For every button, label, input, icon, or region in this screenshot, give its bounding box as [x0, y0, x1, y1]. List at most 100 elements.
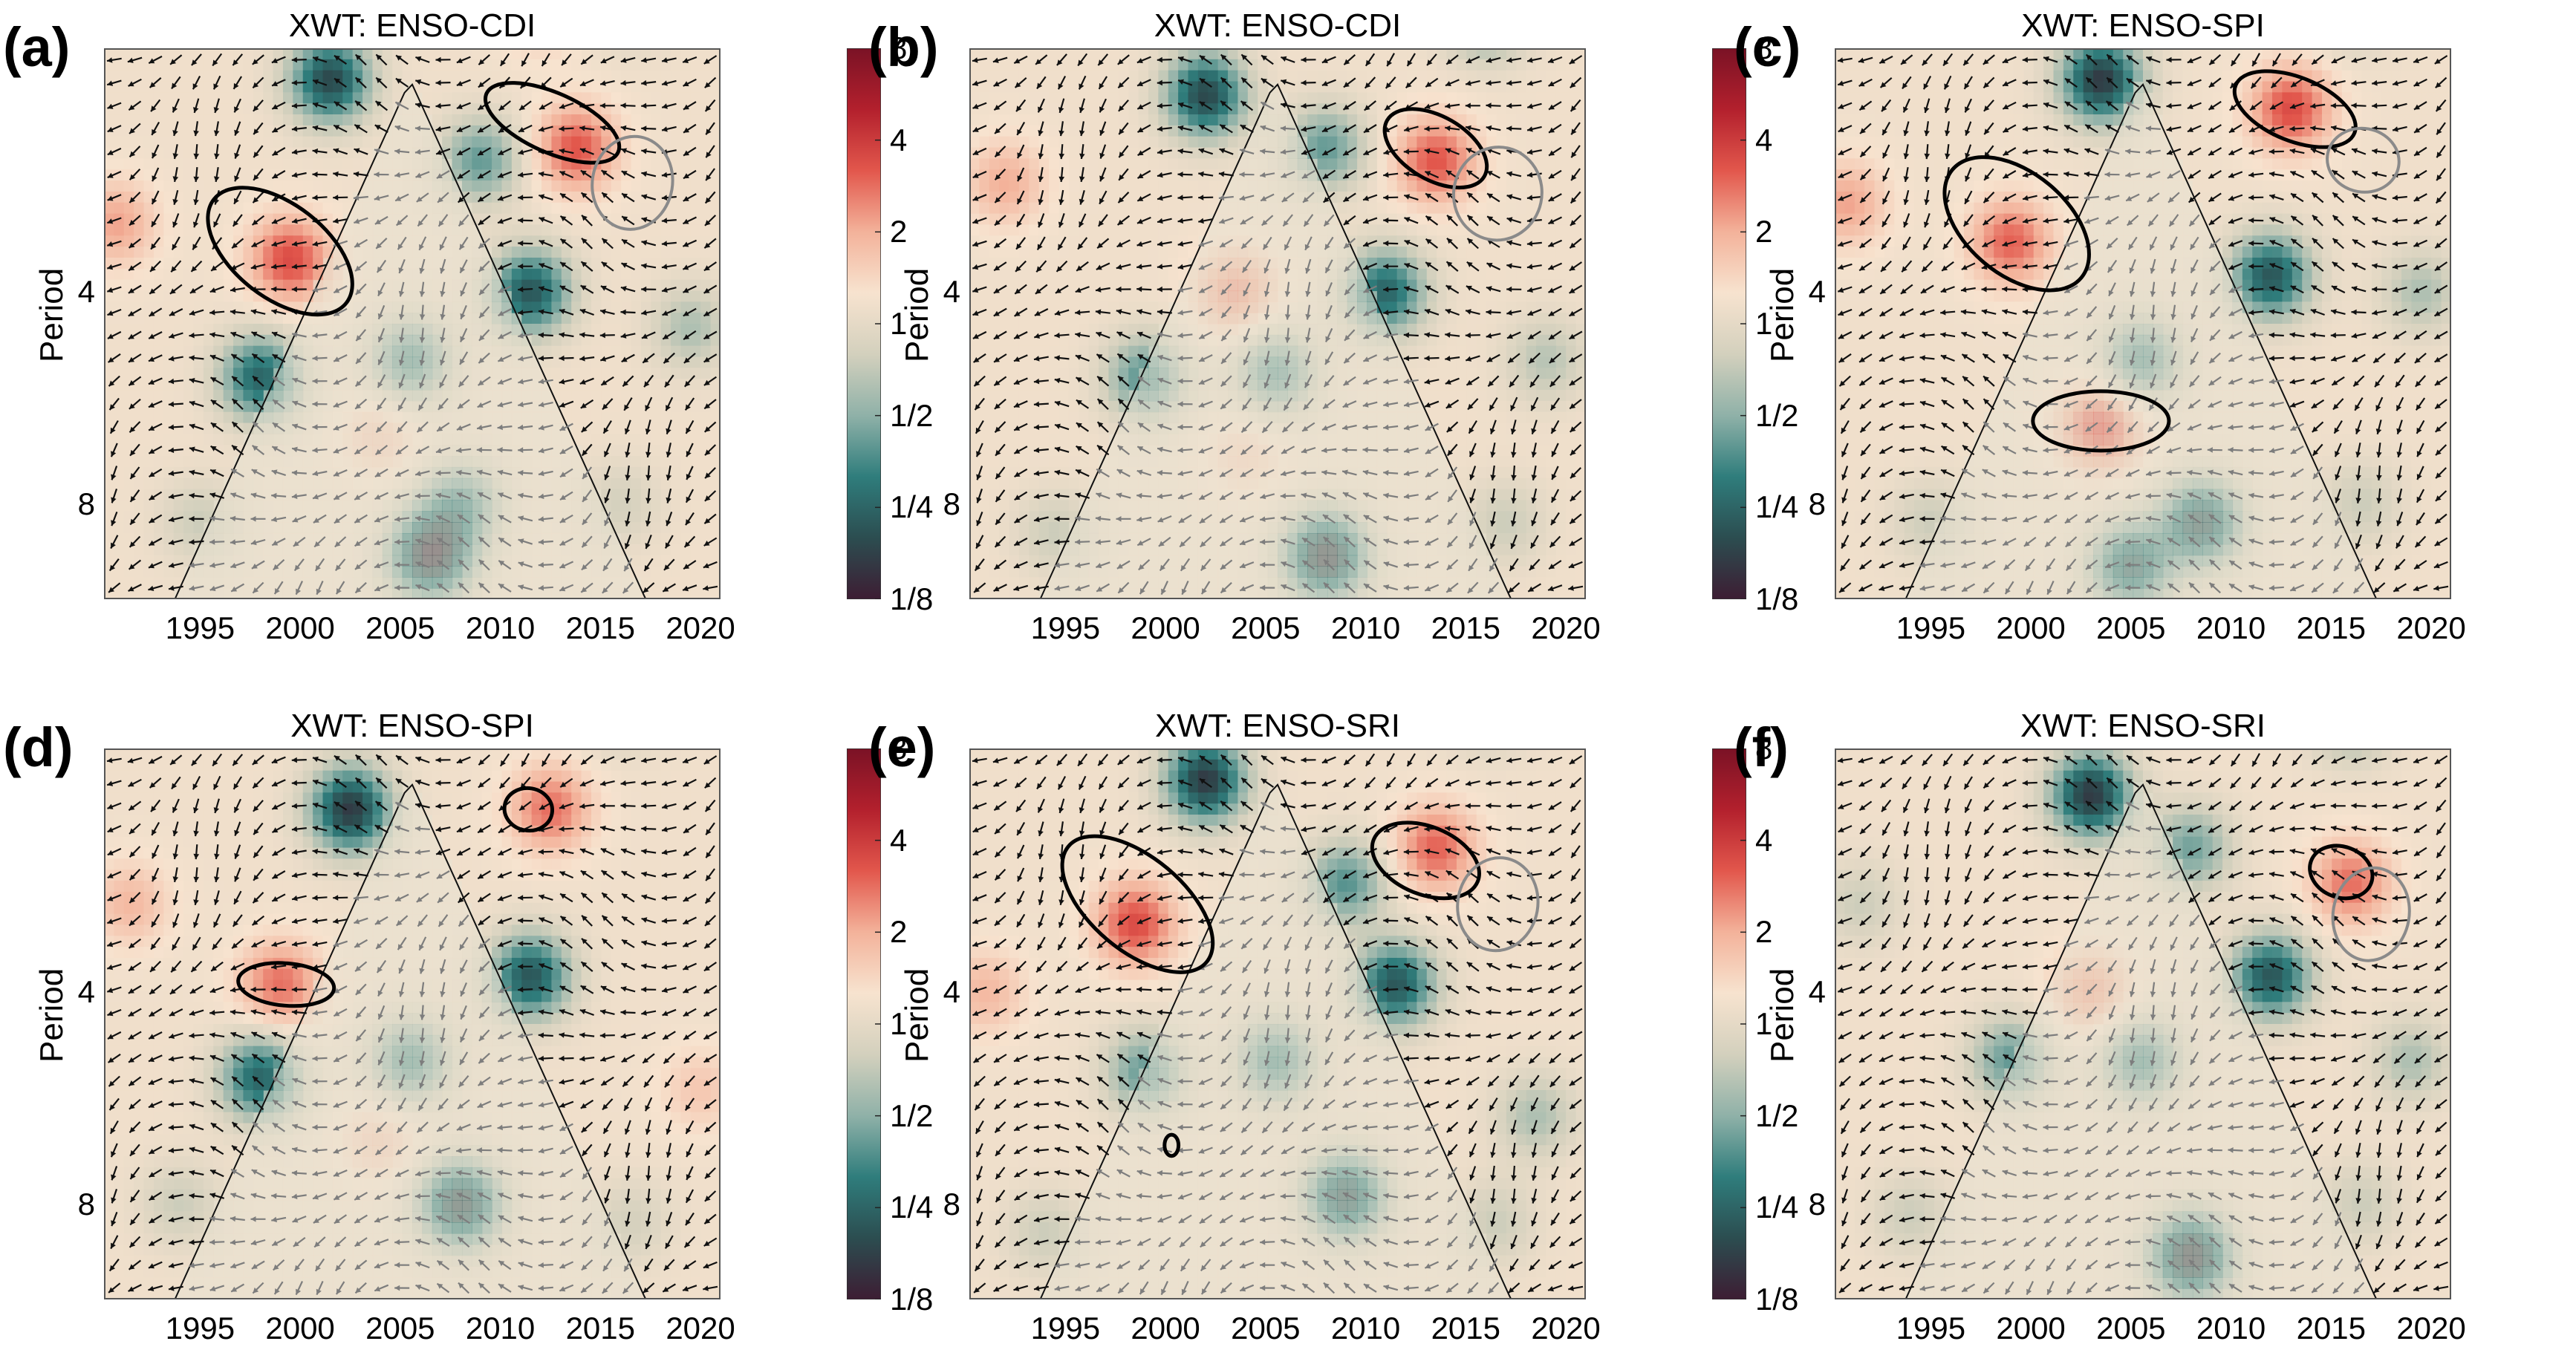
heatmap-cell	[601, 411, 612, 424]
heatmap-cell	[273, 158, 284, 170]
heatmap-cell	[422, 477, 433, 490]
heatmap-cell	[1178, 81, 1189, 93]
heatmap-cell	[402, 290, 413, 302]
heatmap-cell	[293, 180, 304, 192]
heatmap-cell	[1228, 70, 1239, 82]
heatmap-cell	[183, 356, 195, 368]
heatmap-cell	[531, 247, 542, 258]
phase-arrow-head	[641, 194, 648, 200]
heatmap-cell	[700, 202, 712, 215]
heatmap-cell	[263, 544, 274, 556]
heatmap-cell	[501, 334, 513, 347]
phase-arrow-head	[559, 308, 565, 315]
heatmap-cell	[541, 390, 553, 402]
phase-arrow-head	[539, 286, 544, 292]
heatmap-cell	[183, 390, 195, 402]
heatmap-cell	[591, 235, 602, 247]
heatmap-cell	[322, 213, 334, 226]
heatmap-cell	[402, 411, 413, 424]
phase-arrow-head	[149, 379, 155, 385]
phase-arrow-head	[355, 403, 362, 409]
heatmap-cell	[551, 345, 562, 358]
heatmap-cell	[492, 158, 503, 170]
heatmap-cell	[660, 577, 671, 589]
heatmap-cell	[372, 92, 383, 104]
heatmap-cell	[123, 180, 134, 192]
heatmap-cell	[322, 136, 334, 149]
phase-arrow-head	[683, 334, 690, 340]
phase-arrow-head	[169, 493, 175, 500]
heatmap-cell	[651, 456, 662, 468]
heatmap-cell	[233, 257, 244, 270]
phase-arrow-head	[560, 472, 566, 477]
heatmap-cell	[452, 324, 463, 336]
phase-arrow-head	[334, 541, 341, 547]
heatmap-cell	[183, 500, 195, 512]
heatmap-cell	[332, 180, 343, 192]
heatmap-cell	[631, 532, 642, 545]
heatmap-cell	[273, 456, 284, 468]
heatmap-cell	[243, 400, 254, 413]
phase-arrow-head	[396, 448, 402, 454]
heatmap-cell	[601, 324, 612, 336]
heatmap-cell	[680, 522, 692, 534]
heatmap-cell	[601, 368, 612, 379]
heatmap-cell	[114, 136, 125, 149]
heatmap-cell	[422, 345, 433, 358]
heatmap-cell	[690, 445, 701, 457]
heatmap-cell	[163, 202, 175, 215]
heatmap-cell	[671, 434, 682, 446]
heatmap-cell	[362, 213, 374, 226]
heatmap-cell	[690, 434, 701, 446]
heatmap-cell	[1068, 103, 1079, 115]
phase-arrow-head	[109, 404, 115, 410]
phase-arrow-head	[395, 195, 402, 201]
heatmap-cell	[521, 477, 533, 490]
heatmap-cell	[551, 500, 562, 512]
heatmap-cell	[1526, 70, 1537, 82]
heatmap-cell	[511, 158, 522, 170]
heatmap-cell	[1486, 114, 1497, 126]
phase-arrow-head	[663, 333, 669, 339]
heatmap-cell	[640, 522, 651, 534]
heatmap-cell	[660, 301, 671, 313]
heatmap-cell	[651, 290, 662, 302]
heatmap-cell	[671, 202, 682, 215]
heatmap-cell	[352, 345, 363, 358]
heatmap-cell	[114, 522, 125, 534]
heatmap-cell	[969, 114, 980, 126]
heatmap-cell	[452, 390, 463, 402]
heatmap-cell	[203, 577, 214, 589]
heatmap-cell	[591, 48, 602, 60]
phase-arrow-head	[232, 422, 238, 428]
phase-arrow-head	[250, 309, 257, 315]
heatmap-cell	[571, 489, 582, 501]
phase-arrow-head	[129, 541, 136, 547]
heatmap-cell	[1038, 92, 1050, 104]
heatmap-cell	[163, 114, 175, 126]
heatmap-cell	[282, 566, 293, 578]
phase-arrow-head	[559, 171, 566, 177]
heatmap-cell	[461, 356, 472, 368]
heatmap-cell	[551, 247, 562, 258]
heatmap-cell	[999, 48, 1010, 60]
heatmap-cell	[551, 588, 562, 599]
phase-arrow-head	[272, 104, 279, 110]
heatmap-cell	[680, 577, 692, 589]
heatmap-cell	[551, 489, 562, 501]
heatmap-cell	[223, 334, 234, 347]
heatmap-cell	[481, 48, 492, 60]
heatmap-cell	[1068, 92, 1079, 104]
heatmap-cell	[581, 477, 592, 490]
heatmap-cell	[213, 202, 224, 215]
heatmap-cell	[461, 445, 472, 457]
heatmap-cell	[671, 588, 682, 599]
heatmap-cell	[472, 247, 483, 258]
heatmap-cell	[511, 400, 522, 413]
heatmap-cell	[621, 500, 632, 512]
phase-arrow-head	[292, 172, 298, 178]
heatmap-cell	[193, 500, 204, 512]
phase-arrow-head	[498, 149, 504, 155]
heatmap-cell	[372, 213, 383, 226]
heatmap-cell	[233, 522, 244, 534]
